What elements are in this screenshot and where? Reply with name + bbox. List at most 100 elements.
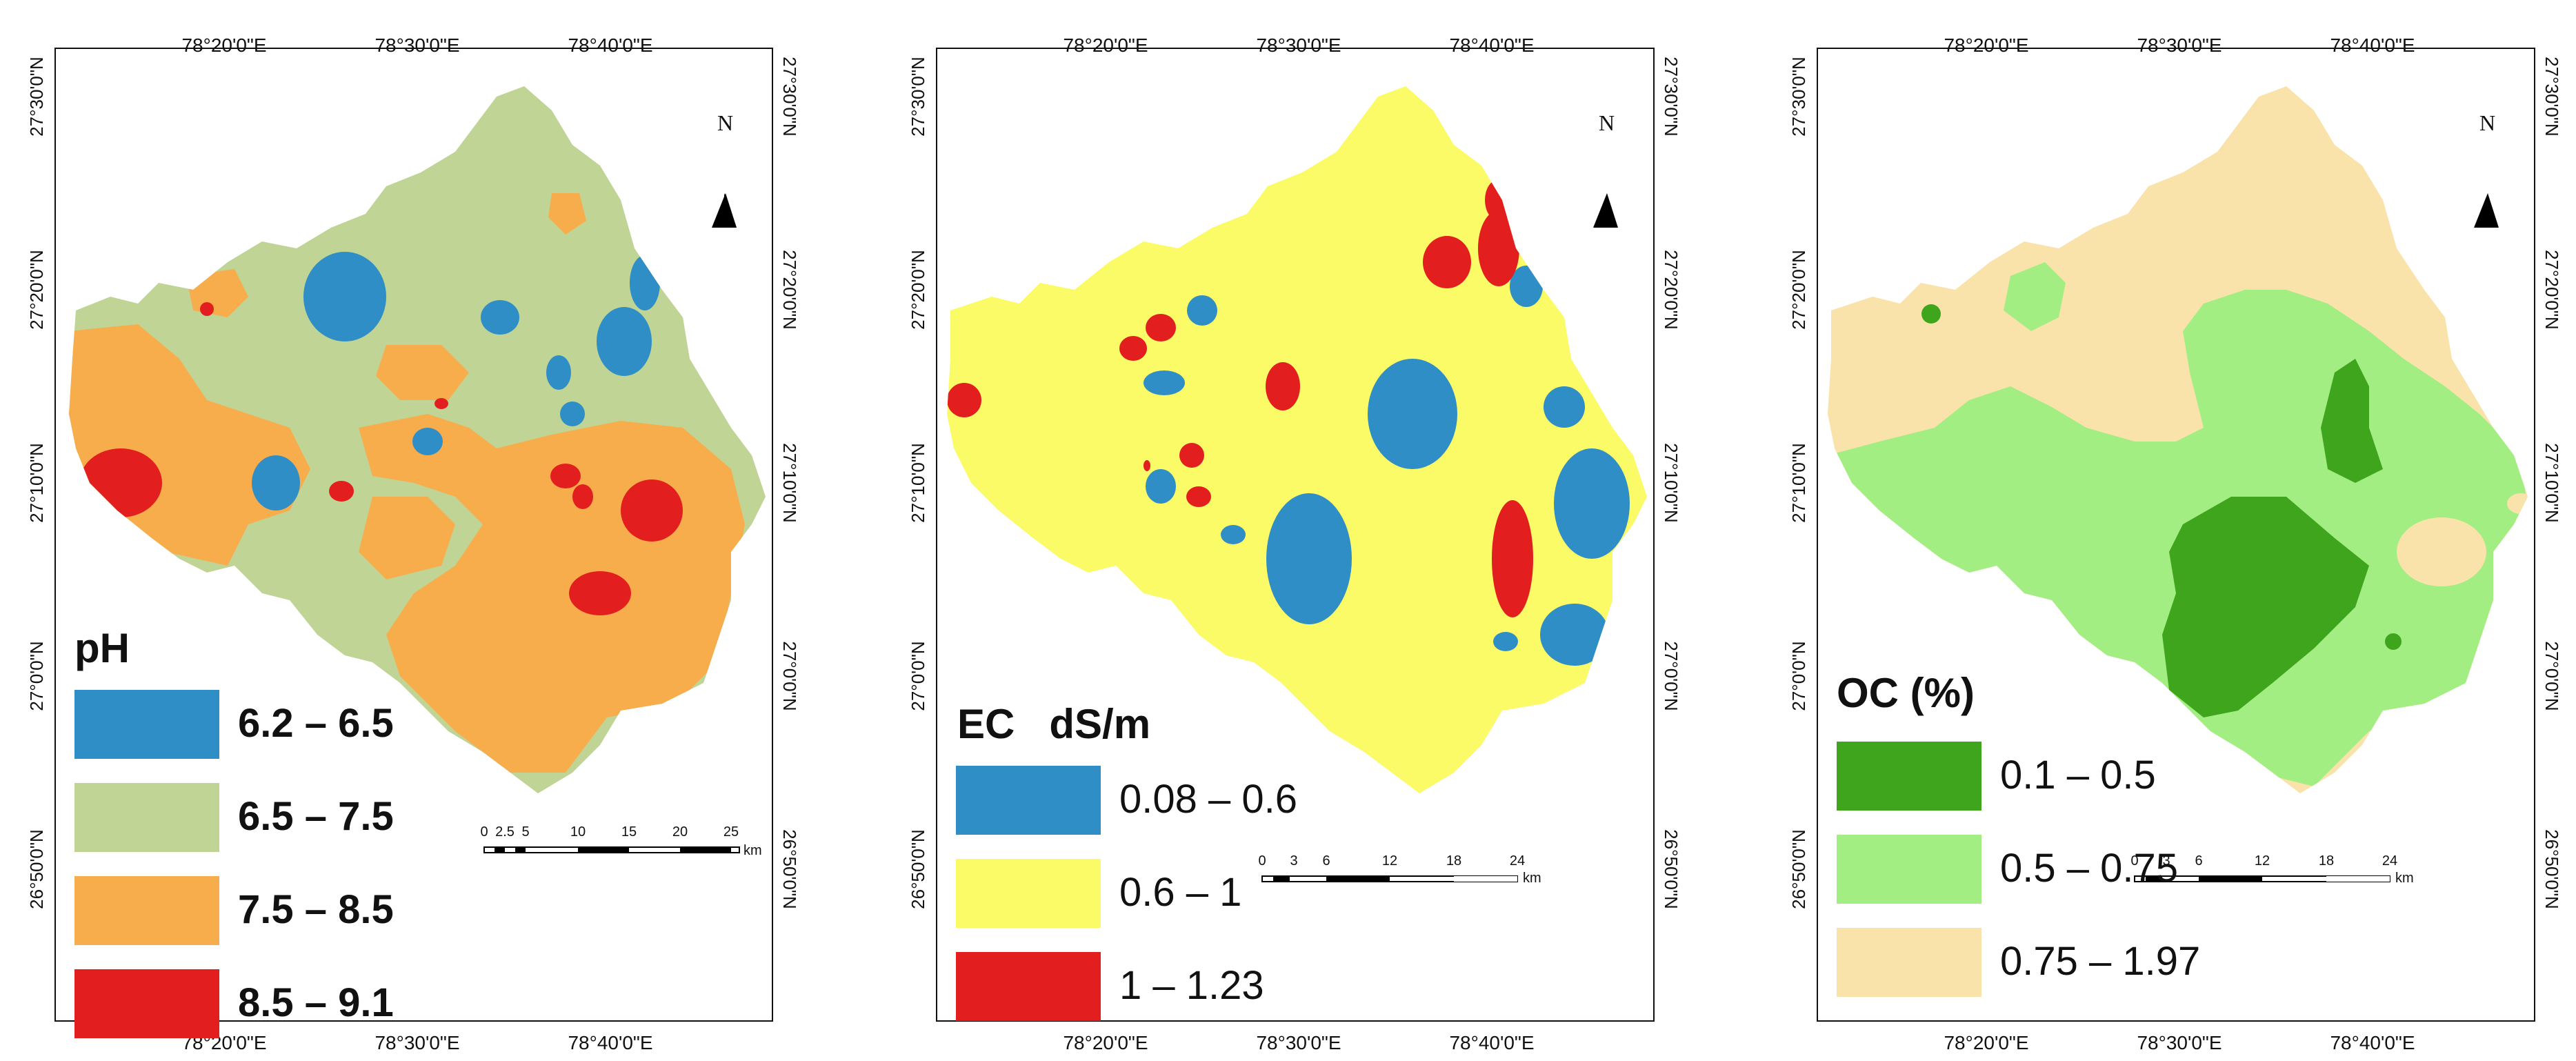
- ph-class-1-region: [252, 455, 300, 510]
- north-label: N: [1599, 110, 1615, 135]
- ph-class-1-region: [303, 252, 386, 341]
- ph-scale-tick: 2.5: [495, 824, 515, 840]
- right-lat-tick: 27°30'0"N: [2542, 57, 2562, 137]
- ec-class-3-region: [1478, 210, 1519, 286]
- ec-map-frame: [936, 48, 1655, 1022]
- ec-scale-tick: 24: [1509, 853, 1526, 869]
- ph-class-1-region: [597, 307, 652, 376]
- top-lon-tick: 78°40'0"E: [2330, 34, 2415, 56]
- ph-class-1-region: [481, 300, 519, 335]
- ph-class-1-region: [560, 401, 585, 426]
- ec-class-1-region: [1266, 493, 1352, 624]
- ec-class-3-region: [1119, 336, 1147, 361]
- right-lat-tick: 26°50'0"N: [2542, 829, 2562, 909]
- ec-legend-label-1: 0.08 – 0.6: [1119, 777, 1297, 822]
- right-lat-tick: 27°20'0"N: [779, 250, 800, 330]
- oc-class-3-region: [2397, 517, 2486, 586]
- oc-scale-tick: 3: [2162, 853, 2170, 869]
- top-lon-tick: 78°20'0"E: [1063, 34, 1148, 56]
- bottom-lon-tick: 78°30'0"E: [1256, 1032, 1341, 1053]
- north-arrow-icon: [2474, 193, 2499, 228]
- left-lat-tick: 27°30'0"N: [1788, 57, 1809, 137]
- left-lat-tick: 26°50'0"N: [26, 829, 47, 909]
- ec-class-3-region: [1146, 314, 1176, 341]
- right-lat-tick: 27°10'0"N: [2542, 443, 2562, 523]
- ec-class-3-region: [1492, 500, 1533, 617]
- right-lat-tick: 27°10'0"N: [779, 443, 800, 523]
- oc-legend-swatch-2: [1837, 835, 1981, 904]
- oc-class-1-region: [1921, 304, 1941, 324]
- ec-map: [936, 48, 1655, 1022]
- left-lat-tick: 27°0'0"N: [1788, 641, 1809, 711]
- oc-class-1-region: [2321, 359, 2383, 483]
- ph-legend-label-1: 6.2 – 6.5: [238, 701, 394, 746]
- north-arrow-icon: [1593, 193, 1618, 228]
- ec-class-1-region: [1144, 370, 1185, 395]
- left-lat-tick: 27°20'0"N: [1788, 250, 1809, 330]
- ec-class-1-region: [1544, 386, 1585, 428]
- ph-scale-unit: km: [743, 843, 762, 858]
- oc-map-frame: [1817, 48, 2535, 1022]
- oc-class-3-region: [2507, 493, 2528, 514]
- ec-legend-title: EC dS/m: [957, 701, 1151, 747]
- ec-class-3-region: [1186, 486, 1211, 507]
- ph-class-3-region: [359, 497, 455, 579]
- ph-scale-tick: 5: [521, 824, 530, 840]
- ph-scale-tick: 25: [723, 824, 739, 840]
- ph-legend-swatch-3: [74, 876, 219, 945]
- top-lon-tick: 78°30'0"E: [2137, 34, 2222, 56]
- ph-class-1-region: [546, 355, 571, 390]
- oc-legend-label-1: 0.1 – 0.5: [2000, 753, 2156, 797]
- bottom-lon-tick: 78°30'0"E: [2137, 1032, 2222, 1053]
- bottom-lon-tick: 78°20'0"E: [1944, 1032, 2029, 1053]
- ph-class-1-region: [412, 428, 443, 455]
- ph-class-4-region: [200, 302, 214, 316]
- ec-scale-tick: 6: [1322, 853, 1330, 869]
- bottom-lon-tick: 78°40'0"E: [2330, 1032, 2415, 1053]
- ec-scale-unit: km: [1523, 871, 1541, 886]
- ph-class-4-region: [550, 464, 581, 488]
- ec-class-1-region: [1540, 604, 1609, 666]
- right-lat-tick: 27°0'0"N: [1661, 641, 1681, 711]
- ec-map-panel: 78°20'0"E 78°30'0"E 78°40'0"E 78°20'0"E …: [881, 0, 1695, 1061]
- ph-map: [54, 48, 773, 1022]
- oc-legend-label-3: 0.75 – 1.97: [2000, 939, 2201, 984]
- ec-class-3-region: [1485, 179, 1512, 221]
- top-lon-tick: 78°20'0"E: [1944, 34, 2029, 56]
- left-lat-tick: 27°20'0"N: [908, 250, 928, 330]
- ec-class-1-region: [1493, 632, 1518, 651]
- ph-legend-label-2: 6.5 – 7.5: [238, 794, 394, 839]
- right-lat-tick: 26°50'0"N: [779, 829, 800, 909]
- ph-legend-title: pH: [74, 625, 130, 671]
- ec-class-3-region: [1423, 236, 1471, 288]
- ec-legend-swatch-3: [956, 952, 1101, 1021]
- ec-scale-tick: 18: [1446, 853, 1462, 869]
- bottom-lon-tick: 78°30'0"E: [375, 1032, 460, 1053]
- ph-class-1-region: [630, 255, 660, 310]
- left-lat-tick: 27°0'0"N: [26, 641, 47, 711]
- oc-map-panel: 78°20'0"E 78°30'0"E 78°40'0"E 78°20'0"E …: [1762, 0, 2576, 1061]
- right-lat-tick: 27°30'0"N: [779, 57, 800, 137]
- ph-legend-swatch-2: [74, 783, 219, 852]
- ec-class-3-region: [947, 383, 981, 417]
- ec-legend-swatch-1: [956, 766, 1101, 835]
- ph-class-4-region: [621, 479, 683, 542]
- right-lat-tick: 27°10'0"N: [1661, 443, 1681, 523]
- right-lat-tick: 27°20'0"N: [1661, 250, 1681, 330]
- ph-scale-tick: 20: [672, 824, 688, 840]
- ph-map-frame: [54, 48, 773, 1022]
- left-lat-tick: 27°30'0"N: [26, 57, 47, 137]
- ph-class-4-region: [79, 448, 162, 517]
- oc-legend-title: OC (%): [1837, 670, 1975, 716]
- oc-class-1-region: [2385, 633, 2402, 650]
- ec-scale-tick: 0: [1258, 853, 1266, 869]
- ph-legend-swatch-4: [74, 969, 219, 1038]
- right-lat-tick: 27°30'0"N: [1661, 57, 1681, 137]
- oc-scale-tick: 24: [2382, 853, 2398, 869]
- ph-class-4-region: [572, 484, 593, 509]
- bottom-lon-tick: 78°40'0"E: [568, 1032, 653, 1053]
- oc-scale-tick: 18: [2318, 853, 2335, 869]
- oc-scale-tick: 0: [2130, 853, 2139, 869]
- ph-class-3-region: [359, 414, 745, 773]
- oc-legend-swatch-3: [1837, 928, 1981, 997]
